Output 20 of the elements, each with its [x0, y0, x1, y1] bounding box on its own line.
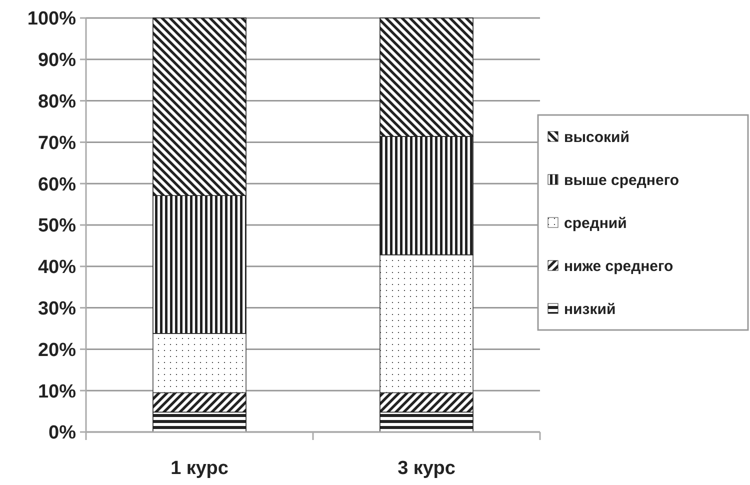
y-tick-label: 10%: [38, 381, 76, 402]
y-tick-label: 50%: [38, 216, 76, 237]
legend-label: низкий: [564, 300, 616, 318]
y-tick-label: 30%: [38, 298, 76, 320]
y-tick-label: 100%: [27, 8, 76, 30]
legend-label: выше среднего: [564, 172, 680, 189]
y-tick-label: 80%: [38, 91, 76, 112]
legend-label: средний: [564, 214, 627, 232]
legend-label: ниже среднего: [564, 258, 674, 275]
y-tick-label: 90%: [38, 50, 76, 72]
y-tick-label: 20%: [38, 340, 76, 361]
y-tick-label: 70%: [38, 132, 76, 154]
legend-label: высокий: [564, 128, 630, 146]
y-tick-label: 60%: [38, 174, 76, 196]
y-tick-label: 40%: [38, 257, 76, 278]
y-tick-label: 0%: [48, 422, 76, 444]
bar: [152, 333, 246, 394]
x-tick-label: 3 курс: [398, 458, 456, 479]
x-tick-label: 1 курс: [170, 458, 229, 479]
bar: [380, 254, 474, 394]
